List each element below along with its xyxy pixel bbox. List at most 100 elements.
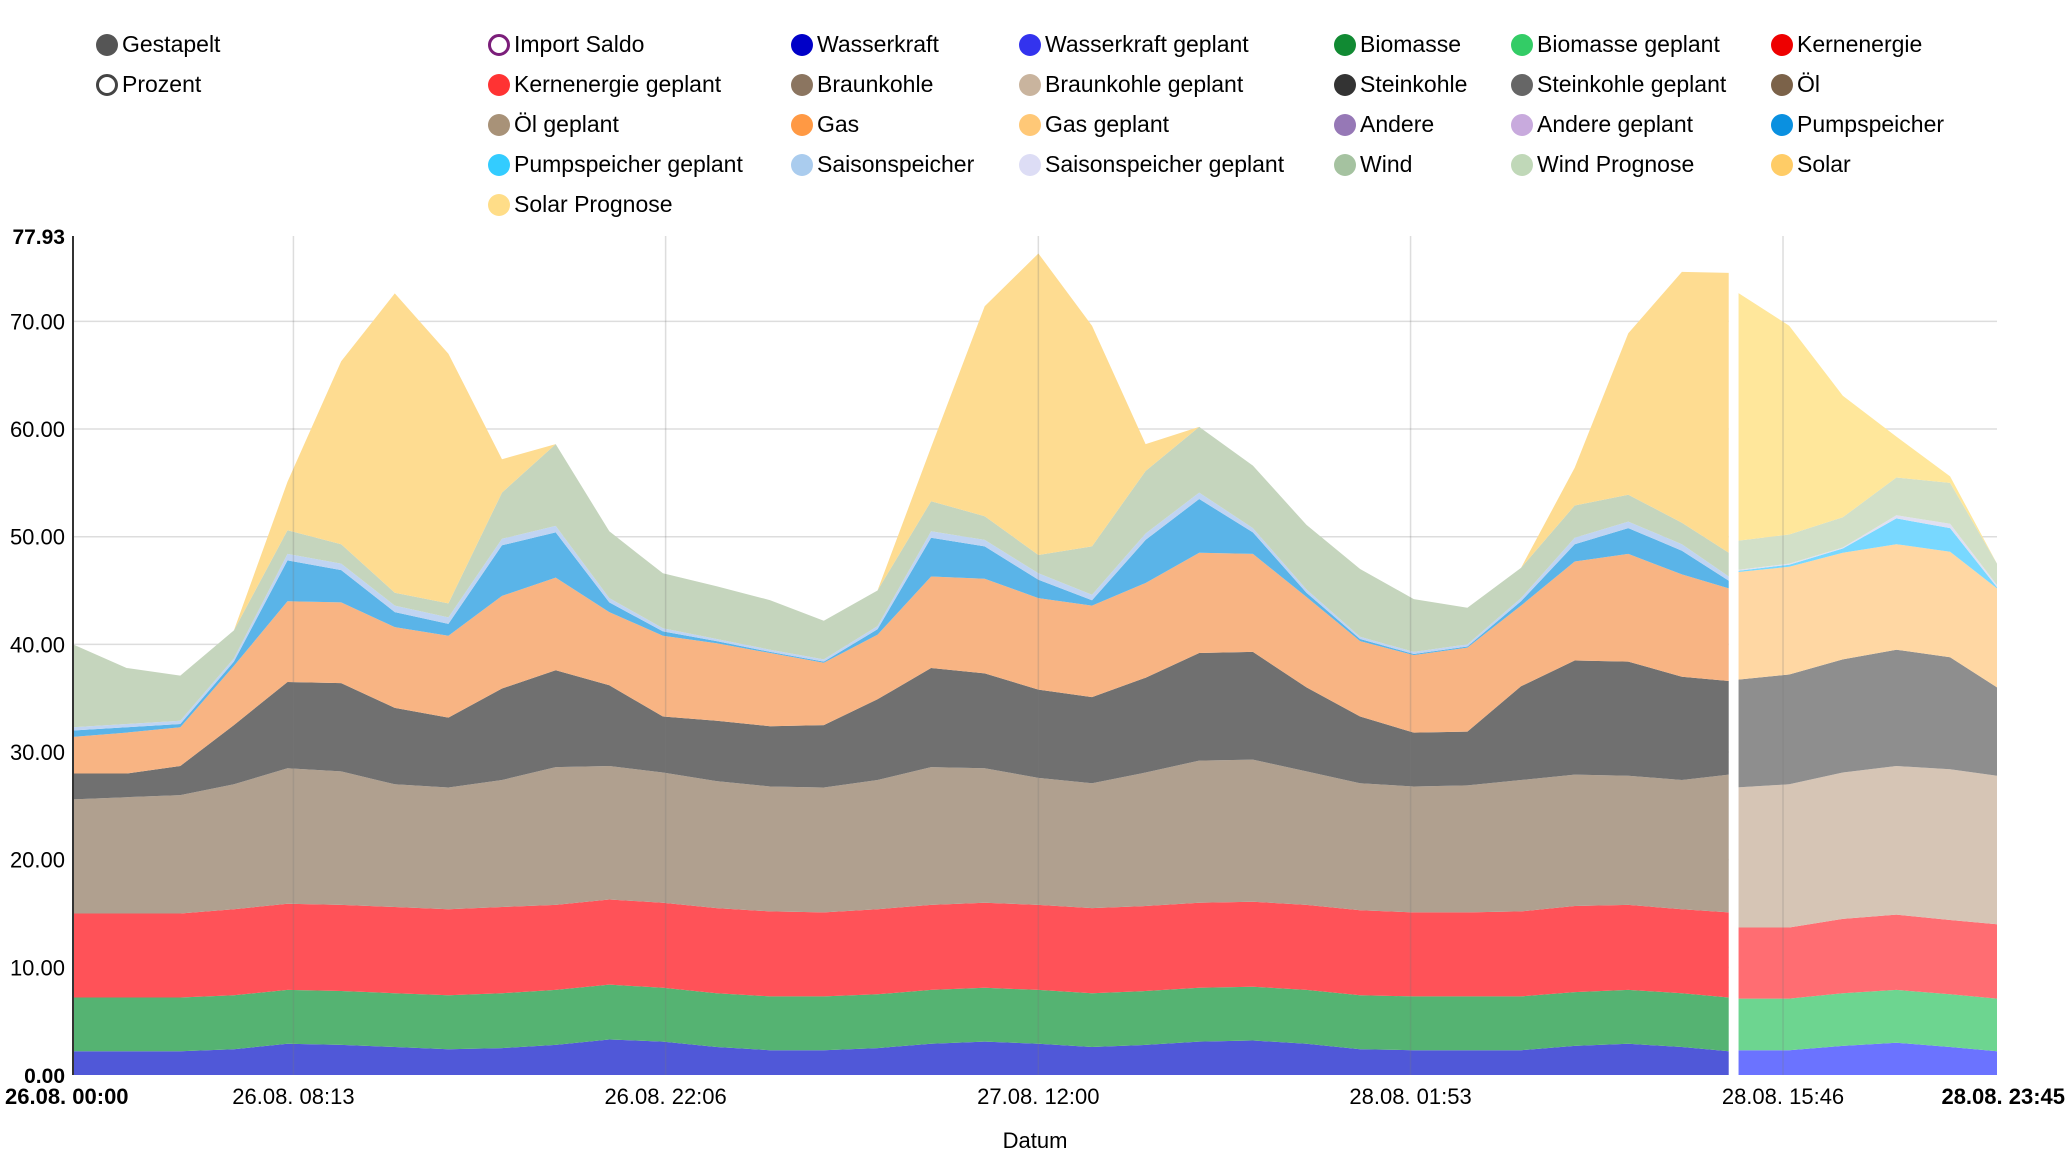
- legend-item-braunkohle[interactable]: Braunkohle: [791, 71, 933, 98]
- legend-item-biomasse-geplant[interactable]: Biomasse geplant: [1511, 31, 1720, 58]
- y-tick-label: 60.00: [10, 417, 65, 442]
- area-wind: [73, 426, 1729, 728]
- legend-marker-icon: [1511, 33, 1533, 56]
- area-biomasse-geplant: [1735, 989, 1997, 1052]
- legend-item-andere[interactable]: Andere: [1334, 111, 1434, 138]
- legend-marker-icon: [488, 33, 510, 56]
- legend-marker-icon: [1334, 33, 1356, 56]
- legend-label: Biomasse geplant: [1537, 31, 1720, 57]
- legend-marker-icon: [96, 73, 118, 96]
- legend-label: Pumpspeicher: [1797, 111, 1945, 137]
- y-tick-label: 0.00: [24, 1065, 65, 1088]
- legend-item-biomasse[interactable]: Biomasse: [1334, 31, 1461, 58]
- legend-label: Wind Prognose: [1537, 151, 1695, 177]
- area-biomasse: [73, 984, 1729, 1052]
- legend-marker-icon: [1771, 73, 1793, 96]
- area-wasserkraft-geplant: [1735, 1042, 1997, 1075]
- legend-label: Gas geplant: [1045, 111, 1170, 137]
- legend-marker-icon: [488, 193, 510, 216]
- legend-marker-icon: [1511, 153, 1533, 176]
- legend-marker-icon: [1771, 153, 1793, 176]
- legend-item-steinkohle-geplant[interactable]: Steinkohle geplant: [1511, 71, 1726, 98]
- x-tick-label: 28.08. 23:45: [1941, 1084, 2065, 1109]
- legend-item-gas-geplant[interactable]: Gas geplant: [1019, 111, 1169, 138]
- legend-label: Braunkohle geplant: [1045, 71, 1244, 97]
- legend-label: Steinkohle geplant: [1537, 71, 1727, 97]
- legend-label: Saisonspeicher: [817, 151, 975, 177]
- area-gas: [73, 552, 1729, 774]
- legend-marker-icon: [488, 153, 510, 176]
- legend-label: Kernenergie: [1797, 31, 1923, 57]
- actual-forecast-separator: [1728, 231, 1739, 1076]
- area-braunkohle: [73, 759, 1729, 914]
- legend-label: Biomasse: [1360, 31, 1461, 57]
- area-steinkohle-geplant: [1735, 649, 1997, 788]
- legend-item-wind-prognose[interactable]: Wind Prognose: [1511, 151, 1694, 178]
- legend-marker-icon: [1334, 73, 1356, 96]
- vertical-gridlines: [292, 236, 1784, 1075]
- legend-item-solar[interactable]: Solar: [1771, 151, 1851, 178]
- legend-item-wind[interactable]: Wind: [1334, 151, 1412, 178]
- legend-item-saisonspeicher[interactable]: Saisonspeicher: [791, 151, 974, 178]
- legend-item-andere-geplant[interactable]: Andere geplant: [1511, 111, 1693, 138]
- legend-label: Kernenergie geplant: [514, 71, 722, 97]
- legend-item-pumpspeicher-geplant[interactable]: Pumpspeicher geplant: [488, 151, 743, 178]
- legend-item-oel-geplant[interactable]: Öl geplant: [488, 111, 619, 138]
- area-layers: [73, 231, 1997, 1076]
- x-tick-label: 26.08. 08:13: [232, 1084, 354, 1109]
- legend-marker-icon: [488, 113, 510, 136]
- x-axis-label: Datum: [1003, 1128, 1068, 1153]
- legend-item-oel[interactable]: Öl: [1771, 71, 1820, 98]
- legend-label: Andere: [1360, 111, 1435, 137]
- legend-item-kernenergie-geplant[interactable]: Kernenergie geplant: [488, 71, 721, 98]
- legend-label: Pumpspeicher geplant: [514, 151, 743, 177]
- y-tick-label: 50.00: [10, 525, 65, 550]
- legend-marker-icon: [96, 33, 118, 56]
- area-wind-prognose: [1735, 477, 1997, 586]
- legend-marker-icon: [1019, 153, 1041, 176]
- legend-item-pumpspeicher[interactable]: Pumpspeicher: [1771, 111, 1944, 138]
- area-solar: [73, 253, 1729, 676]
- area-wasserkraft: [73, 1039, 1729, 1075]
- legend-item-gestapelt[interactable]: Gestapelt: [96, 31, 220, 58]
- legend-label: Andere geplant: [1537, 111, 1694, 137]
- legend-marker-icon: [1511, 113, 1533, 136]
- legend-item-wasserkraft-geplant[interactable]: Wasserkraft geplant: [1019, 31, 1249, 58]
- y-tick-label: 40.00: [10, 632, 65, 657]
- legend-item-gas[interactable]: Gas: [791, 111, 859, 138]
- legend-marker-icon: [1511, 73, 1533, 96]
- legend-label: Braunkohle: [817, 71, 934, 97]
- legend-marker-icon: [1771, 113, 1793, 136]
- legend-item-solar-prognose[interactable]: Solar Prognose: [488, 191, 673, 218]
- legend-label: Wind: [1360, 151, 1413, 177]
- x-tick-label: 26.08. 22:06: [604, 1084, 726, 1109]
- area-gas-geplant: [1735, 544, 1997, 688]
- x-tick-label: 26.08. 00:00: [5, 1084, 129, 1109]
- legend-item-wasserkraft[interactable]: Wasserkraft: [791, 31, 939, 58]
- y-tick-label: 70.00: [10, 309, 65, 334]
- area-kernenergie-geplant: [1735, 914, 1997, 999]
- legend-item-import-saldo[interactable]: Import Saldo: [488, 31, 644, 58]
- legend-item-prozent[interactable]: Prozent: [96, 71, 201, 98]
- legend-item-braunkohle-geplant[interactable]: Braunkohle geplant: [1019, 71, 1243, 98]
- legend-label: Öl geplant: [514, 111, 619, 137]
- legend-label: Import Saldo: [514, 31, 645, 57]
- legend-item-steinkohle[interactable]: Steinkohle: [1334, 71, 1467, 98]
- legend-marker-icon: [488, 73, 510, 96]
- legend-marker-icon: [791, 113, 813, 136]
- area-saisonspeicher: [73, 492, 1729, 731]
- legend-marker-icon: [1019, 73, 1041, 96]
- legend-marker-icon: [1334, 113, 1356, 136]
- y-tick-label: 77.93: [12, 226, 65, 249]
- legend-label: Gas: [817, 111, 860, 137]
- legend-item-saisonspeicher-geplant[interactable]: Saisonspeicher geplant: [1019, 151, 1284, 178]
- legend-item-kernenergie[interactable]: Kernenergie: [1771, 31, 1922, 58]
- area-pumpspeicher: [73, 499, 1729, 737]
- legend-label: Solar: [1797, 151, 1851, 177]
- area-pumpspeicher-geplant: [1735, 518, 1997, 589]
- legend-marker-icon: [1334, 153, 1356, 176]
- legend-marker-icon: [791, 73, 813, 96]
- x-tick-label: 28.08. 01:53: [1349, 1084, 1471, 1109]
- x-tick-label: 28.08. 15:46: [1722, 1084, 1844, 1109]
